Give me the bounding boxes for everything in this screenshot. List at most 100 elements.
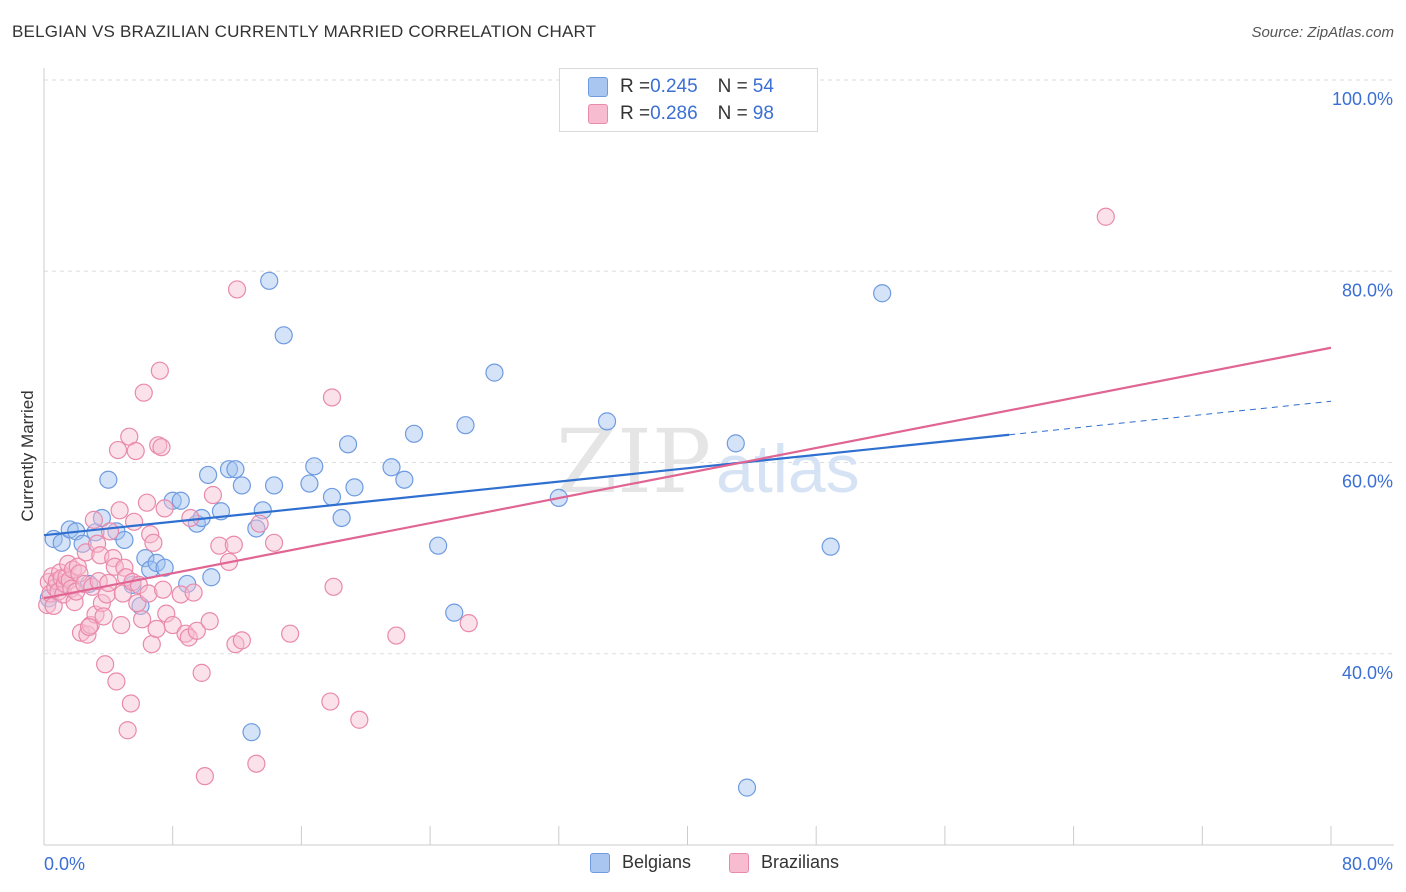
axes bbox=[43, 68, 1394, 846]
brazilian-point bbox=[142, 635, 161, 654]
belgian-point bbox=[345, 478, 364, 497]
brazilian-point bbox=[250, 514, 269, 533]
brazilian-point bbox=[153, 580, 173, 599]
brazilian-point bbox=[78, 625, 97, 644]
brazilian-point bbox=[181, 508, 200, 528]
brazilian-point bbox=[105, 557, 124, 576]
belgian-point bbox=[485, 363, 504, 382]
legend-item-brazilians: Brazilians bbox=[729, 852, 839, 873]
belgians-legend-swatch bbox=[590, 852, 610, 873]
brazilian-point bbox=[321, 692, 340, 711]
belgians-legend-label: Belgians bbox=[622, 852, 692, 872]
brazilian-point bbox=[110, 501, 129, 520]
brazilian-point bbox=[139, 584, 158, 603]
brazilians-swatch bbox=[588, 104, 608, 124]
r-value: 0.286 bbox=[650, 103, 698, 124]
n-value: 54 bbox=[752, 76, 774, 97]
y-tick-label: 60.0% bbox=[1342, 472, 1393, 492]
belgian-point bbox=[338, 435, 358, 454]
brazilians-legend-swatch bbox=[729, 852, 749, 873]
brazilian-point bbox=[70, 564, 89, 583]
brazilian-point bbox=[107, 672, 126, 691]
brazilian-point bbox=[84, 510, 103, 529]
belgian-point bbox=[404, 424, 424, 443]
belgian-point bbox=[202, 568, 221, 587]
brazilian-point bbox=[87, 534, 107, 553]
n-label: N = bbox=[717, 103, 748, 124]
brazilian-point bbox=[152, 438, 171, 457]
brazilian-point bbox=[124, 512, 144, 531]
brazilian-point bbox=[387, 626, 406, 645]
brazilian-point bbox=[144, 533, 163, 552]
belgians-trend-extension bbox=[1009, 400, 1332, 436]
belgian-point bbox=[429, 536, 448, 555]
belgians-trend-line bbox=[43, 433, 1010, 537]
brazilian-point bbox=[184, 583, 203, 602]
brazilian-point bbox=[210, 536, 229, 555]
belgian-point bbox=[136, 549, 155, 568]
brazilian-point bbox=[281, 624, 300, 643]
brazilian-point bbox=[203, 485, 223, 505]
brazilian-point bbox=[134, 383, 153, 402]
belgian-point bbox=[445, 603, 464, 622]
belgian-point bbox=[232, 476, 251, 495]
brazilian-point bbox=[96, 655, 115, 674]
belgian-point bbox=[300, 474, 319, 493]
belgian-point bbox=[242, 723, 261, 742]
watermark-zip: ZIP bbox=[556, 410, 711, 513]
y-axis-label: Currently Married bbox=[18, 390, 37, 522]
brazilian-point bbox=[224, 535, 243, 554]
brazilian-point bbox=[137, 493, 157, 512]
y-tick-label: 100.0% bbox=[1332, 89, 1393, 109]
brazilians-trend-line bbox=[43, 346, 1332, 600]
belgian-point bbox=[253, 501, 272, 520]
belgian-point bbox=[597, 412, 617, 431]
brazilian-point bbox=[92, 593, 112, 613]
brazilian-point bbox=[163, 615, 182, 635]
belgian-point bbox=[456, 416, 475, 435]
brazilian-point bbox=[459, 614, 478, 633]
belgians-swatch bbox=[588, 77, 608, 97]
brazilian-point bbox=[118, 721, 137, 740]
brazilian-point bbox=[147, 619, 166, 638]
brazilian-point bbox=[264, 533, 284, 552]
belgian-point bbox=[821, 537, 840, 556]
brazilian-point bbox=[195, 767, 214, 786]
chart-title: BELGIAN VS BRAZILIAN CURRENTLY MARRIED C… bbox=[12, 22, 597, 41]
brazilian-point bbox=[200, 612, 219, 631]
belgian-point bbox=[226, 460, 245, 479]
brazilian-point bbox=[94, 607, 113, 626]
brazilian-point bbox=[38, 595, 57, 615]
belgian-point bbox=[726, 434, 745, 453]
belgian-point bbox=[737, 778, 757, 797]
brazilian-point bbox=[99, 573, 118, 593]
belgian-point bbox=[382, 458, 401, 477]
belgian-point bbox=[115, 530, 134, 550]
legend-row-brazilians: R = 0.286 N = 98 bbox=[588, 103, 774, 125]
n-label: N = bbox=[717, 76, 748, 97]
source-credit: Source: ZipAtlas.com bbox=[1251, 24, 1394, 41]
r-label: R = bbox=[620, 103, 651, 124]
belgian-point bbox=[305, 457, 324, 476]
brazilian-point bbox=[155, 499, 174, 518]
belgian-point bbox=[873, 284, 892, 303]
brazilian-point bbox=[322, 388, 342, 407]
brazilian-point bbox=[133, 610, 152, 629]
brazilian-point bbox=[350, 710, 369, 729]
brazilian-point bbox=[108, 440, 128, 460]
belgian-point bbox=[260, 271, 279, 290]
y-tick-label: 40.0% bbox=[1342, 663, 1393, 683]
brazilian-point bbox=[247, 754, 266, 773]
belgian-point bbox=[155, 558, 174, 577]
belgian-point bbox=[274, 326, 293, 345]
brazilian-point bbox=[1096, 207, 1115, 226]
brazilian-point bbox=[126, 441, 145, 461]
belgian-point bbox=[198, 465, 218, 485]
brazilian-point bbox=[112, 615, 131, 635]
belgian-point bbox=[219, 460, 239, 479]
brazilian-point bbox=[187, 621, 206, 640]
brazilian-point bbox=[192, 663, 211, 682]
r-value: 0.245 bbox=[650, 76, 698, 97]
brazilian-point bbox=[227, 280, 247, 299]
brazilian-point bbox=[324, 577, 343, 596]
